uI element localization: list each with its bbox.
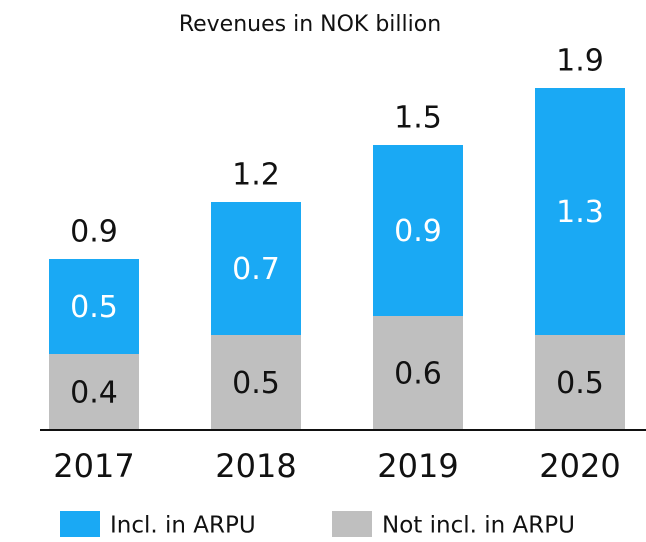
- bar-segment: [535, 335, 625, 430]
- legend-swatch: [332, 511, 372, 537]
- value-label: 0.7: [232, 252, 280, 287]
- total-label: 1.9: [556, 44, 604, 79]
- bar-segment: [535, 88, 625, 335]
- value-label: 1.3: [556, 195, 604, 230]
- legend-label: Not incl. in ARPU: [382, 513, 575, 539]
- bar-segment: [49, 259, 139, 354]
- total-label: 1.5: [394, 101, 442, 136]
- value-label: 0.5: [232, 366, 280, 401]
- value-label: 0.4: [70, 376, 118, 411]
- bar-segment: [373, 145, 463, 316]
- bar-segment: [211, 202, 301, 335]
- total-label: 1.2: [232, 158, 280, 193]
- value-label: 0.5: [556, 366, 604, 401]
- bar-segment: [211, 335, 301, 430]
- bar-segment: [49, 354, 139, 430]
- x-tick-label: 2020: [539, 447, 620, 485]
- bar-segment: [373, 316, 463, 430]
- legend-label: Incl. in ARPU: [110, 513, 256, 539]
- chart-title: Revenues in NOK billion: [179, 12, 441, 37]
- x-tick-label: 2018: [215, 447, 296, 485]
- value-label: 0.5: [70, 290, 118, 325]
- total-label: 0.9: [70, 215, 118, 250]
- value-label: 0.9: [394, 214, 442, 249]
- legend-swatch: [60, 511, 100, 537]
- value-label: 0.6: [394, 357, 442, 392]
- x-tick-label: 2017: [53, 447, 134, 485]
- x-tick-label: 2019: [377, 447, 458, 485]
